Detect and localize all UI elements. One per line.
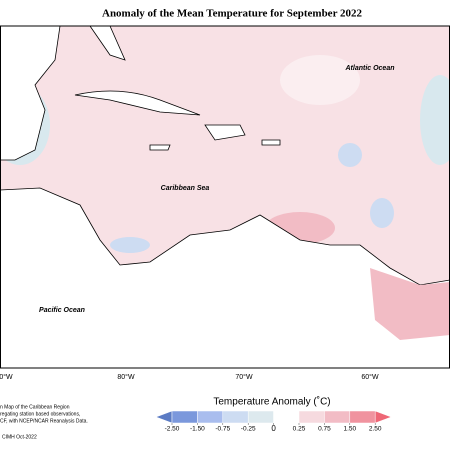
anomaly-area xyxy=(280,55,360,105)
longitude-label: 80°W xyxy=(117,373,135,381)
ocean-label: Pacific Ocean xyxy=(39,307,85,314)
map: Atlantic Ocean Caribbean Sea Pacific Oce… xyxy=(0,25,450,369)
land-hispaniola xyxy=(204,124,246,141)
land-puerto-rico xyxy=(261,139,281,146)
sea-label: Caribbean Sea xyxy=(161,185,210,192)
land-yucatan xyxy=(0,25,61,161)
colorbar: -2.50 -1.50 -0.75 -0.25 0 0.25 0.75 1.50 2.50 xyxy=(155,410,392,433)
longitude-label: 60°W xyxy=(361,373,379,381)
colorbar-segment xyxy=(222,410,249,424)
footnote-line: regating station based observations, xyxy=(0,411,80,417)
land-cuba xyxy=(74,90,201,116)
colorbar-tick-label: 2.50 xyxy=(369,426,382,433)
colorbar-tick-label: -0.75 xyxy=(215,426,230,433)
colorbar-segment xyxy=(298,410,325,424)
footnote-line: CF, with NCEP/NCAR Reanalysis Data. xyxy=(0,418,88,424)
colorbar-tick-label: 0.75 xyxy=(318,426,331,433)
colorbar-tick-label: 0.25 xyxy=(293,426,306,433)
colorbar-tick-label: -1.50 xyxy=(190,426,205,433)
credit: CIMH Oct-2022 xyxy=(2,434,37,440)
ocean-label: Atlantic Ocean xyxy=(344,65,394,72)
land-south-central-america xyxy=(0,187,450,369)
colorbar-segment xyxy=(155,410,173,424)
colorbar-segment xyxy=(273,410,300,424)
colorbar-tick-label: -0.25 xyxy=(241,426,256,433)
anomaly-area xyxy=(370,198,394,228)
footnote-line: n Map of the Caribbean Region xyxy=(0,404,70,410)
longitude-labels: 0°W 80°W 70°W 60°W xyxy=(0,373,379,381)
colorbar-tick-label: 1.50 xyxy=(343,426,356,433)
colorbar-segment xyxy=(349,410,376,424)
colorbar-tick-label: -2.50 xyxy=(165,426,180,433)
anomaly-area xyxy=(110,237,150,253)
anomaly-area xyxy=(370,268,450,340)
anomaly-area xyxy=(420,75,450,165)
anomaly-area xyxy=(338,143,362,167)
colorbar-tick-label: 0 xyxy=(271,424,276,433)
colorbar-segment xyxy=(247,410,274,424)
colorbar-segment xyxy=(197,410,224,424)
title: Anomaly of the Mean Temperature for Sept… xyxy=(102,8,362,20)
colorbar-segment xyxy=(324,410,351,424)
colorbar-title: Temperature Anomaly (˚C) xyxy=(213,396,330,408)
longitude-label: 0°W xyxy=(0,373,13,381)
land-jamaica xyxy=(149,144,171,151)
colorbar-segment xyxy=(171,410,198,424)
colorbar-segment xyxy=(374,410,392,424)
longitude-label: 70°W xyxy=(235,373,253,381)
